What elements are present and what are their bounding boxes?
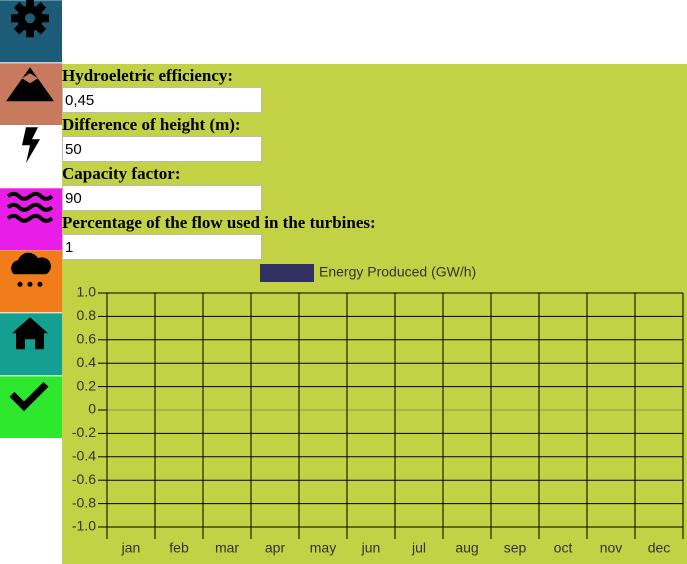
y-tick-label: 0 (88, 401, 96, 417)
x-tick-label: nov (600, 540, 623, 556)
main-panel: Hydroeletric efficiency: Difference of he… (62, 64, 687, 564)
rain-tab[interactable] (0, 250, 62, 313)
x-tick-label: feb (169, 540, 189, 556)
field-input[interactable] (62, 185, 262, 211)
y-tick-label: 0.8 (77, 307, 97, 323)
x-tick-label: jul (411, 540, 426, 556)
x-tick-label: sep (504, 540, 527, 556)
sidebar (0, 0, 62, 438)
y-tick-label: -0.4 (72, 448, 96, 464)
x-tick-label: mar (215, 540, 239, 556)
field-label: Capacity factor: (62, 164, 181, 183)
energy-tab[interactable] (0, 125, 62, 188)
field-label: Percentage of the flow used in the turbi… (62, 213, 376, 232)
x-tick-label: oct (554, 540, 573, 556)
field-input[interactable] (62, 87, 262, 113)
field-input[interactable] (62, 234, 262, 260)
settings-tab[interactable] (0, 0, 62, 63)
legend-label: Energy Produced (GW/h) (319, 264, 476, 280)
chart: Energy Produced (GW/h) 1.0 0.8 0.6 0.4 0.2 0 -0… (72, 264, 684, 556)
y-tick-label: 0.2 (77, 377, 97, 393)
x-tick-label: dec (648, 540, 671, 556)
field-label: Difference of height (m): (62, 115, 241, 134)
y-tick-label: -1.0 (72, 518, 96, 534)
x-tick-label: jan (121, 540, 141, 556)
y-tick-label: 0.6 (77, 331, 97, 347)
field-label: Hydroeletric efficiency: (62, 66, 234, 85)
form: Hydroeletric efficiency: Difference of he… (62, 64, 687, 260)
y-tick-label: -0.8 (72, 494, 96, 510)
height-tab[interactable] (0, 62, 62, 126)
y-tick-label: 0.4 (77, 354, 97, 370)
x-tick-label: may (310, 540, 336, 556)
confirm-tab[interactable] (0, 375, 62, 439)
field-input[interactable] (62, 136, 262, 162)
legend-swatch (260, 264, 314, 282)
home-tab[interactable] (0, 313, 62, 376)
x-tick-label: aug (455, 540, 478, 556)
y-tick-label: 1.0 (77, 284, 97, 300)
x-tick-label: apr (265, 540, 286, 556)
y-tick-label: -0.2 (72, 424, 96, 440)
flow-tab[interactable] (0, 188, 62, 251)
x-tick-label: jun (361, 540, 381, 556)
y-tick-label: -0.6 (72, 471, 96, 487)
